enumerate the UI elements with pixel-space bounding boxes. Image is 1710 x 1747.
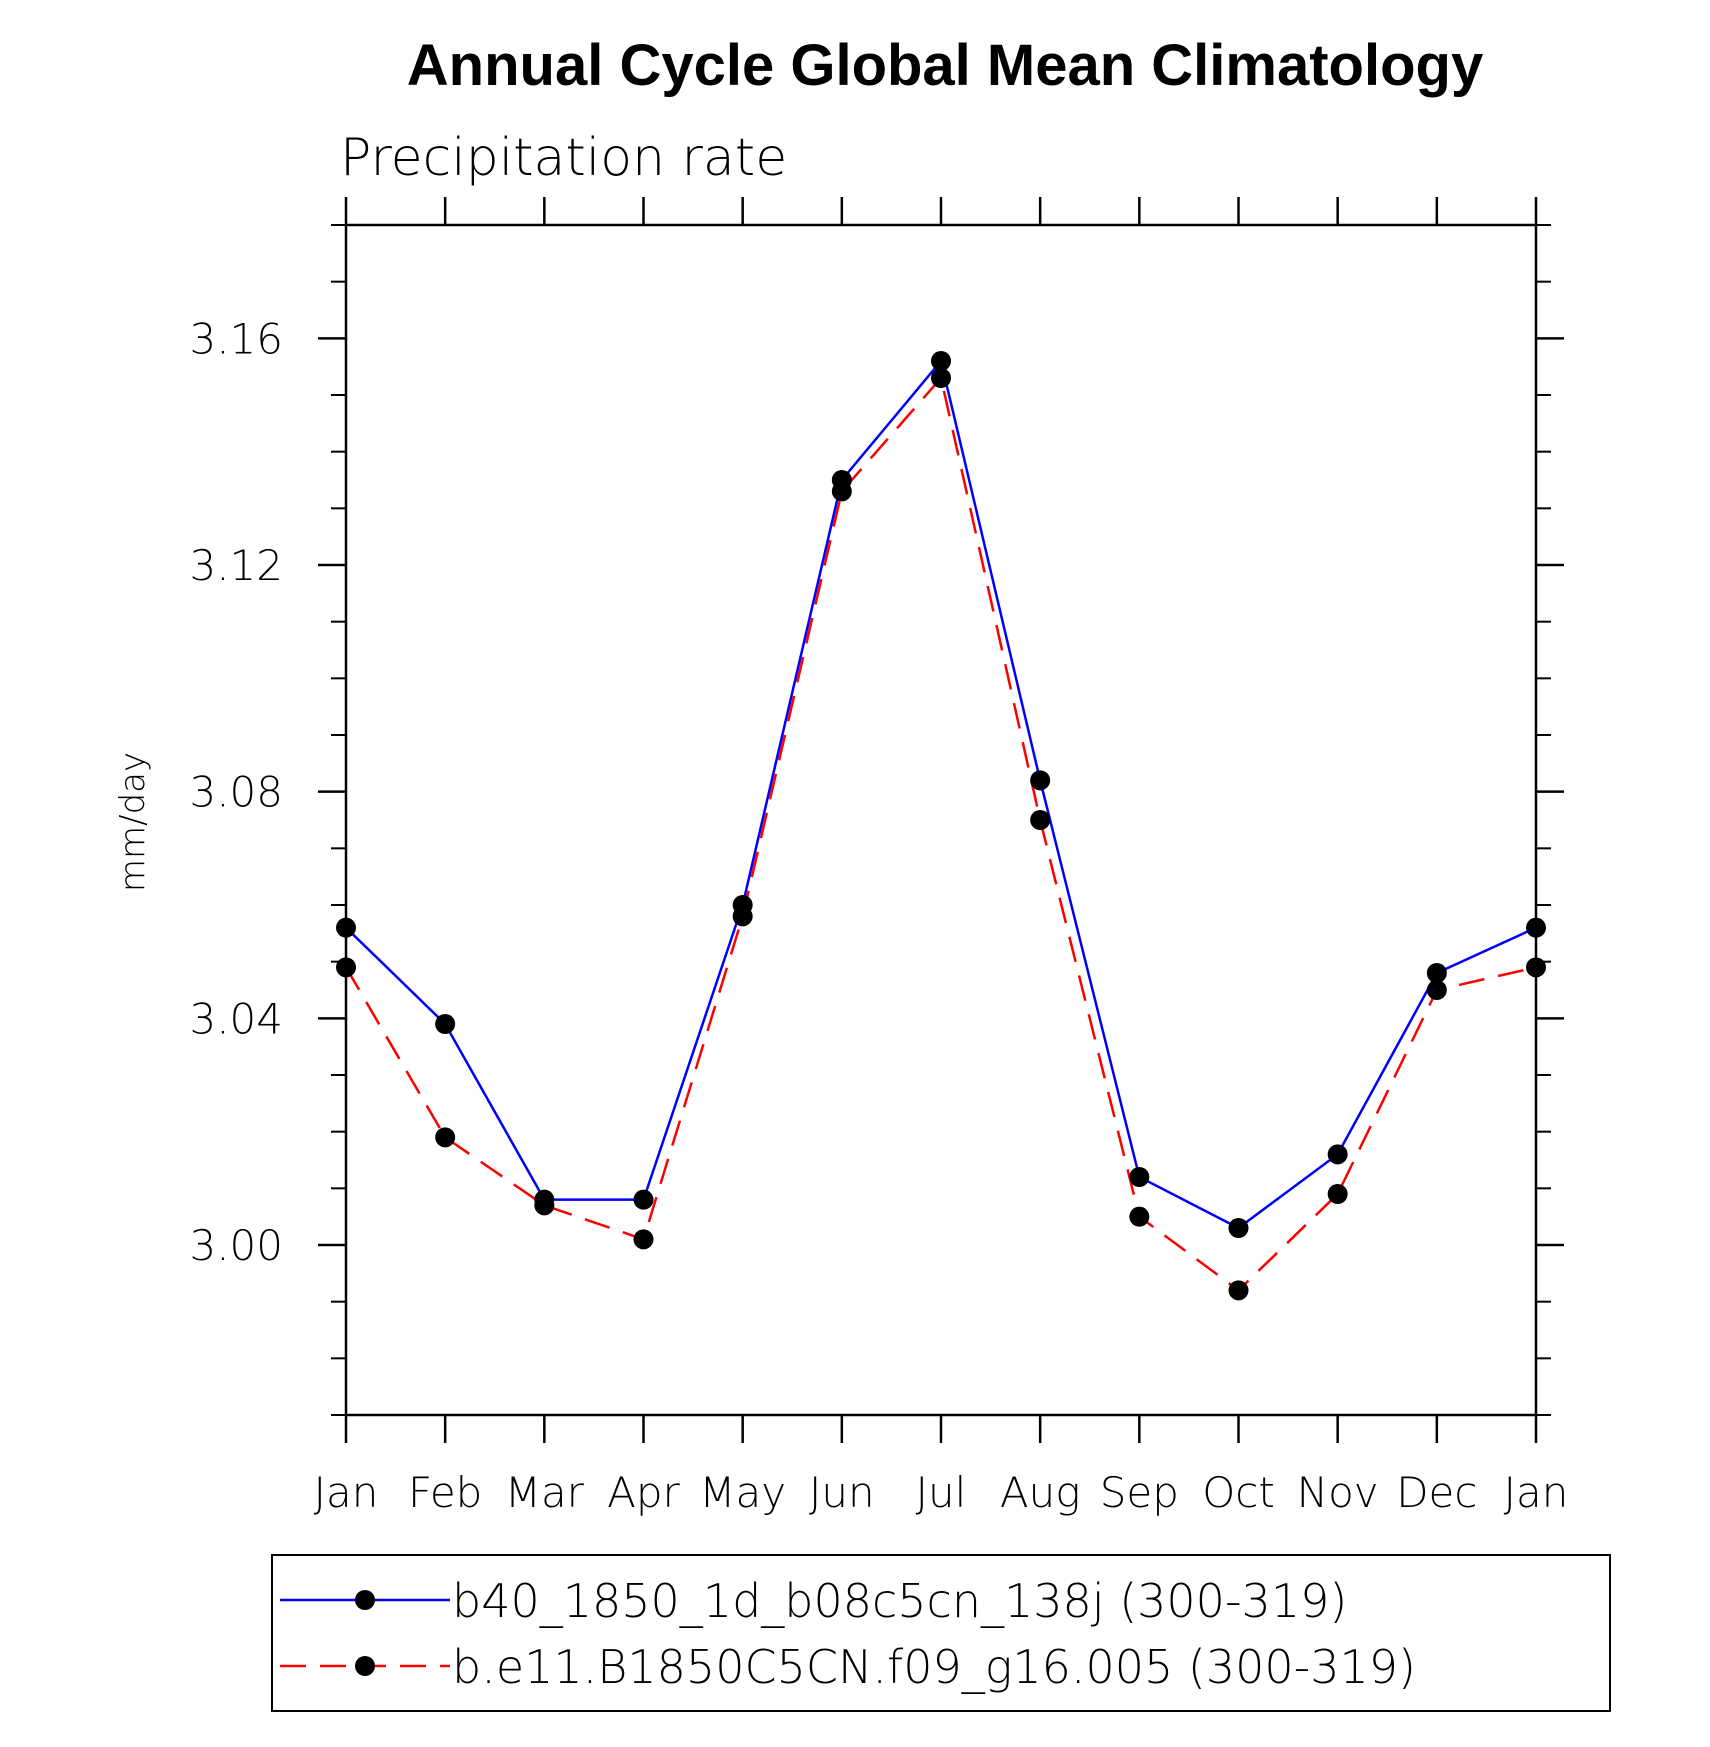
y-tick-label: 3.16 (189, 314, 283, 363)
data-point-s2 (831, 481, 852, 502)
y-tick-label: 3.00 (189, 1221, 283, 1270)
legend-label-2: b.e11.B1850C5CN.f09_g16.005 (300-319) (452, 1640, 1416, 1694)
data-point-s2 (435, 1127, 456, 1148)
data-point-s2 (633, 1229, 654, 1250)
series-line-2 (344, 375, 1537, 1292)
data-point-s2 (732, 906, 753, 927)
data-point-s2 (1030, 810, 1051, 830)
data-point-s2 (1426, 980, 1447, 1000)
data-point-s1 (1129, 1167, 1150, 1187)
data-point-s1 (633, 1189, 654, 1210)
y-tick-label: 3.08 (189, 768, 283, 817)
legend-box (271, 1554, 1611, 1712)
x-tick-label: Jan (314, 1468, 379, 1517)
x-tick-label: Aug (1000, 1468, 1081, 1517)
data-point-s2 (1228, 1280, 1249, 1301)
x-tick-label: Oct (1202, 1468, 1275, 1517)
x-tick-label: Jul (916, 1468, 967, 1517)
data-point-s1 (1030, 770, 1051, 791)
chart-title: Annual Cycle Global Mean Climatology (407, 33, 1483, 98)
data-point-s1 (1228, 1218, 1249, 1238)
data-point-s2 (1526, 957, 1546, 978)
data-point-s2 (931, 368, 951, 388)
data-point-s2 (1327, 1184, 1348, 1204)
legend-label-1: b40_1850_1d_b08c5cn_138j (300-319) (452, 1574, 1347, 1628)
plot-frame (344, 223, 1538, 1417)
x-tick-label: Jun (809, 1468, 875, 1517)
x-tick-label: Nov (1297, 1468, 1379, 1517)
data-point-s1 (1426, 963, 1447, 983)
data-point-s2 (336, 957, 356, 978)
y-tick-label: 3.12 (189, 541, 283, 590)
series-line-1 (345, 358, 1537, 1230)
legend-marker-2 (355, 1656, 375, 1676)
plot-layer: Jan Feb Mar Apr May Jun Jul Aug Sep Oct Nov Dec Jan 3… (189, 197, 1568, 1517)
data-point-s2 (1129, 1206, 1150, 1227)
y-tick-label: 3.04 (189, 994, 283, 1043)
data-point-s1 (1327, 1144, 1348, 1165)
x-tick-label: Apr (607, 1468, 680, 1517)
data-point-s1 (1526, 917, 1546, 938)
x-tick-label: Jan (1504, 1468, 1569, 1517)
data-point-s2 (534, 1195, 555, 1216)
data-point-s1 (931, 351, 951, 371)
data-point-s1 (435, 1014, 456, 1034)
chart-subtitle: Precipitation rate (340, 128, 787, 188)
x-tick-label: May (699, 1468, 786, 1517)
legend: b40_1850_1d_b08c5cn_138j (300-319) b.e11.… (271, 1554, 1611, 1712)
x-tick-label: Mar (505, 1468, 585, 1517)
x-tick-label: Dec (1396, 1468, 1477, 1517)
legend-marker-1 (355, 1590, 375, 1610)
y-axis-label: mm/day (113, 752, 153, 892)
data-point-s1 (336, 917, 356, 938)
x-tick-label: Sep (1100, 1468, 1179, 1517)
x-tick-label: Feb (408, 1468, 482, 1517)
